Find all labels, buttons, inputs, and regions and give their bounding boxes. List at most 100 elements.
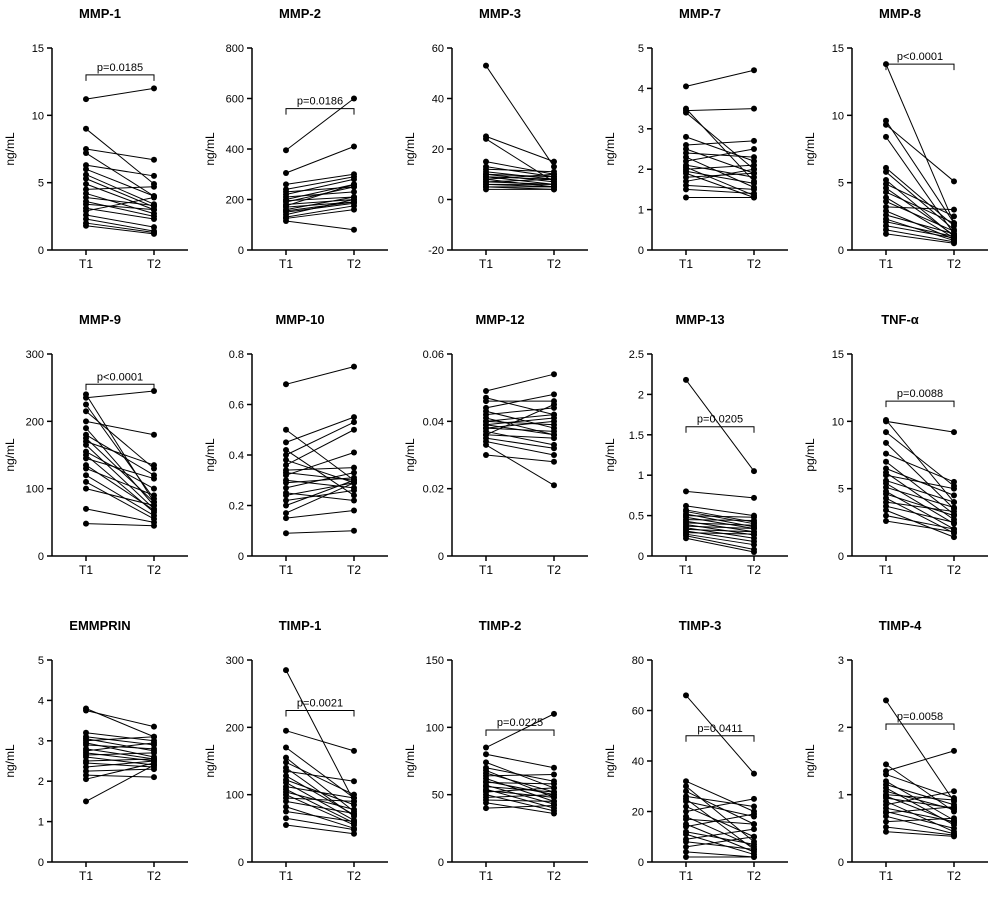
panel-svg: 00.020.040.06T1T2ng/mL [400, 336, 600, 596]
panel-svg: 050100150T1T2ng/mLp=0.0225 [400, 642, 600, 902]
svg-text:1.5: 1.5 [629, 430, 644, 442]
svg-text:T2: T2 [747, 563, 761, 577]
svg-text:0: 0 [638, 245, 644, 257]
svg-text:5: 5 [38, 178, 44, 190]
svg-text:2: 2 [638, 164, 644, 176]
panel-svg: 0123T1T2ng/mLp=0.0058 [800, 642, 1000, 902]
panel-3: MMP-7012345T1T2ng/mL [600, 0, 800, 306]
svg-text:5: 5 [838, 484, 844, 496]
svg-text:0: 0 [438, 551, 444, 563]
panel-12: TIMP-2050100150T1T2ng/mLp=0.0225 [400, 612, 600, 918]
svg-text:p=0.0411: p=0.0411 [697, 723, 742, 735]
svg-text:150: 150 [426, 655, 444, 667]
svg-text:100: 100 [426, 722, 444, 734]
svg-text:60: 60 [632, 706, 644, 718]
svg-text:T2: T2 [547, 257, 561, 271]
svg-text:T1: T1 [79, 257, 93, 271]
svg-text:100: 100 [226, 790, 244, 802]
svg-text:T2: T2 [347, 563, 361, 577]
svg-text:0: 0 [438, 857, 444, 869]
panel-svg: 00.20.40.60.8T1T2ng/mL [200, 336, 400, 596]
svg-text:5: 5 [638, 43, 644, 55]
panel-title: MMP-8 [800, 6, 1000, 21]
svg-text:T2: T2 [947, 869, 961, 883]
svg-text:ng/mL: ng/mL [603, 438, 617, 472]
svg-text:p=0.0225: p=0.0225 [497, 717, 543, 729]
svg-text:T2: T2 [947, 563, 961, 577]
panel-svg: 012345T1T2ng/mL [600, 30, 800, 290]
svg-text:0: 0 [238, 245, 244, 257]
svg-text:0.4: 0.4 [229, 450, 244, 462]
panel-title: MMP-2 [200, 6, 400, 21]
panel-title: TIMP-4 [800, 618, 1000, 633]
svg-text:600: 600 [226, 94, 244, 106]
panel-title: TIMP-1 [200, 618, 400, 633]
svg-text:5: 5 [38, 655, 44, 667]
svg-text:15: 15 [832, 349, 844, 361]
panel-svg: 051015T1T2pg/mLp=0.0088 [800, 336, 1000, 596]
panel-13: TIMP-3020406080T1T2ng/mLp=0.0411 [600, 612, 800, 918]
svg-text:T2: T2 [147, 563, 161, 577]
panel-title: MMP-10 [200, 312, 400, 327]
svg-text:ng/mL: ng/mL [203, 744, 217, 778]
svg-text:T2: T2 [947, 257, 961, 271]
svg-text:0: 0 [38, 245, 44, 257]
svg-text:T1: T1 [679, 563, 693, 577]
svg-text:p=0.0058: p=0.0058 [897, 711, 943, 723]
svg-text:T2: T2 [747, 869, 761, 883]
svg-text:3: 3 [838, 655, 844, 667]
panel-title: MMP-12 [400, 312, 600, 327]
svg-text:2: 2 [638, 389, 644, 401]
svg-text:ng/mL: ng/mL [603, 744, 617, 778]
svg-text:40: 40 [632, 756, 644, 768]
svg-text:20: 20 [632, 807, 644, 819]
svg-text:T1: T1 [79, 869, 93, 883]
svg-text:T1: T1 [479, 869, 493, 883]
svg-text:0: 0 [638, 857, 644, 869]
svg-text:T1: T1 [679, 869, 693, 883]
svg-text:T1: T1 [679, 257, 693, 271]
svg-text:4: 4 [638, 83, 644, 95]
svg-text:0.6: 0.6 [229, 400, 244, 412]
svg-text:T1: T1 [279, 563, 293, 577]
svg-text:1: 1 [638, 470, 644, 482]
panel-title: MMP-1 [0, 6, 200, 21]
panel-title: MMP-3 [400, 6, 600, 21]
svg-text:T1: T1 [879, 257, 893, 271]
svg-text:400: 400 [226, 144, 244, 156]
svg-text:T2: T2 [347, 869, 361, 883]
svg-text:200: 200 [226, 722, 244, 734]
svg-text:0: 0 [238, 857, 244, 869]
svg-text:ng/mL: ng/mL [3, 438, 17, 472]
panel-5: MMP-90100200300T1T2ng/mLp<0.0001 [0, 306, 200, 612]
panel-6: MMP-1000.20.40.60.8T1T2ng/mL [200, 306, 400, 612]
panel-svg: 0100200300T1T2ng/mLp=0.0021 [200, 642, 400, 902]
svg-text:20: 20 [432, 144, 444, 156]
svg-text:pg/mL: pg/mL [803, 438, 817, 472]
svg-text:15: 15 [32, 43, 44, 55]
svg-text:1: 1 [638, 205, 644, 217]
panel-title: TIMP-3 [600, 618, 800, 633]
svg-text:0: 0 [238, 551, 244, 563]
svg-text:10: 10 [832, 110, 844, 122]
svg-text:0: 0 [638, 551, 644, 563]
panel-svg: 00.511.522.5T1T2ng/mLp=0.0205 [600, 336, 800, 596]
panel-svg: 020406080T1T2ng/mLp=0.0411 [600, 642, 800, 902]
panel-title: MMP-7 [600, 6, 800, 21]
svg-text:3: 3 [38, 736, 44, 748]
panel-9: TNF-α051015T1T2pg/mLp=0.0088 [800, 306, 1000, 612]
svg-text:-20: -20 [428, 245, 444, 257]
svg-text:p=0.0021: p=0.0021 [297, 698, 343, 710]
svg-text:2: 2 [838, 722, 844, 734]
svg-text:50: 50 [432, 790, 444, 802]
svg-text:T2: T2 [747, 257, 761, 271]
svg-text:ng/mL: ng/mL [3, 132, 17, 166]
panel-svg: 0200400600800T1T2ng/mLp=0.0186 [200, 30, 400, 290]
panel-title: TIMP-2 [400, 618, 600, 633]
svg-text:4: 4 [38, 695, 44, 707]
svg-text:ng/mL: ng/mL [803, 744, 817, 778]
svg-text:T2: T2 [547, 563, 561, 577]
svg-text:p<0.0001: p<0.0001 [97, 371, 143, 383]
panel-title: MMP-13 [600, 312, 800, 327]
svg-text:200: 200 [226, 195, 244, 207]
